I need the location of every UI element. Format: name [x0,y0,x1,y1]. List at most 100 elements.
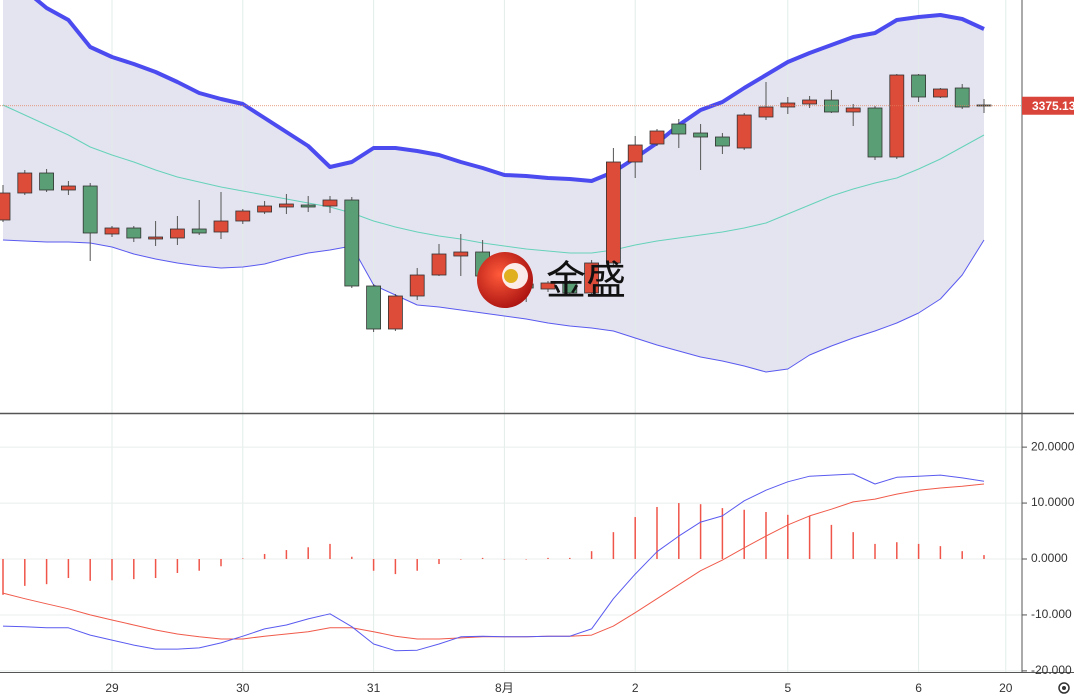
macd-bar [808,515,811,560]
candle-body [257,205,273,213]
candle-body [235,210,251,222]
x-tick-label: 2 [632,681,639,695]
candle-body [802,99,817,105]
candle-body [540,282,556,290]
candle-body [954,87,970,108]
candle-body [17,172,33,194]
candle-body [126,227,142,239]
macd-bar [634,517,636,560]
candle-body [409,274,425,297]
macd-bar [874,543,876,560]
candle-body [649,130,665,145]
macd-bar [372,559,375,571]
x-tick-label: 29 [105,681,119,695]
macd-bar [220,559,222,567]
candle-body [278,203,294,208]
macd-bar [285,550,288,560]
macd-bar [699,504,702,560]
macd-bar [547,557,549,560]
macd-bar [481,557,484,560]
macd-bar [111,559,113,581]
macd-bar [721,508,724,560]
macd-pane [0,414,1022,672]
x-tick-label: 30 [236,681,250,695]
x-tick-label: 20 [999,681,1013,695]
macd-bar [656,506,658,560]
candle-body [867,107,883,158]
last-price-tag [1022,96,1074,115]
macd-bar [176,559,179,573]
macd-bar [198,559,200,571]
upper-band [33,0,985,183]
gear[interactable] [1058,682,1070,694]
macd-bar [787,514,789,560]
candle-body [627,144,643,163]
candle-body [61,185,76,191]
macd-bar [133,559,135,580]
candle-body [562,282,578,294]
macd-bar [460,559,462,560]
candle-body [606,161,621,264]
candle-body [758,106,774,118]
x-tick-label: 5 [784,681,791,695]
candle-body [344,199,360,287]
macd-bar [67,559,70,579]
macd-bar [961,551,963,560]
macd-bar [525,559,527,560]
candle-body [387,295,403,330]
candle-body [736,114,752,149]
candle-body [693,132,708,138]
candle-body [0,192,11,221]
candle-body [82,185,98,234]
y-tick-label: -20.000 [1031,663,1072,677]
macd-bar [939,546,942,560]
macd-bar [24,559,26,586]
macd-bar [590,551,593,560]
lower-band [2,239,985,373]
candle-body [39,172,54,191]
macd-bar [569,557,571,560]
macd-bar [329,543,331,560]
watermark: 金盛 [546,258,626,304]
macd-bar [89,559,91,581]
gear-center[interactable] [1062,686,1066,690]
macd-bar [307,547,309,560]
dea-line [2,483,985,640]
last-price-label: 3375.13 [1032,99,1074,113]
macd-bar [45,559,48,585]
candle-body [104,227,120,235]
candle-body [191,228,207,234]
y-tick-label: 10.0000 [1031,495,1074,509]
macd-bar [351,556,353,560]
settings-icon[interactable] [1058,682,1070,694]
macd-bar [503,559,506,560]
macd-bar [830,524,833,560]
logo-dot [504,269,518,283]
candle-body [889,74,905,158]
y-tick-label: 0.0000 [1031,551,1068,565]
macd-bar [917,543,920,560]
y-tick-label: 20.0000 [1031,439,1074,453]
macd-bar [242,558,244,560]
candle-body [780,102,796,108]
x-tick-label: 8月 [495,681,514,695]
macd-bar [852,532,854,560]
macd-bar [154,559,157,579]
x-tick-label: 6 [915,681,922,695]
candle-body [911,74,926,98]
dif-line [2,473,985,652]
candle-body [584,262,599,294]
candle-body [213,220,229,233]
candle-body [671,123,687,135]
candle-body [845,107,861,113]
macd-bar [416,559,418,571]
candle-body [431,253,447,276]
x-tick-label: 31 [367,681,381,695]
macd-bar [394,559,397,575]
macd-bar [765,512,767,560]
candle-body [148,236,164,240]
macd-bar [678,503,680,560]
candle-body [169,228,185,239]
candle-body [453,251,469,257]
